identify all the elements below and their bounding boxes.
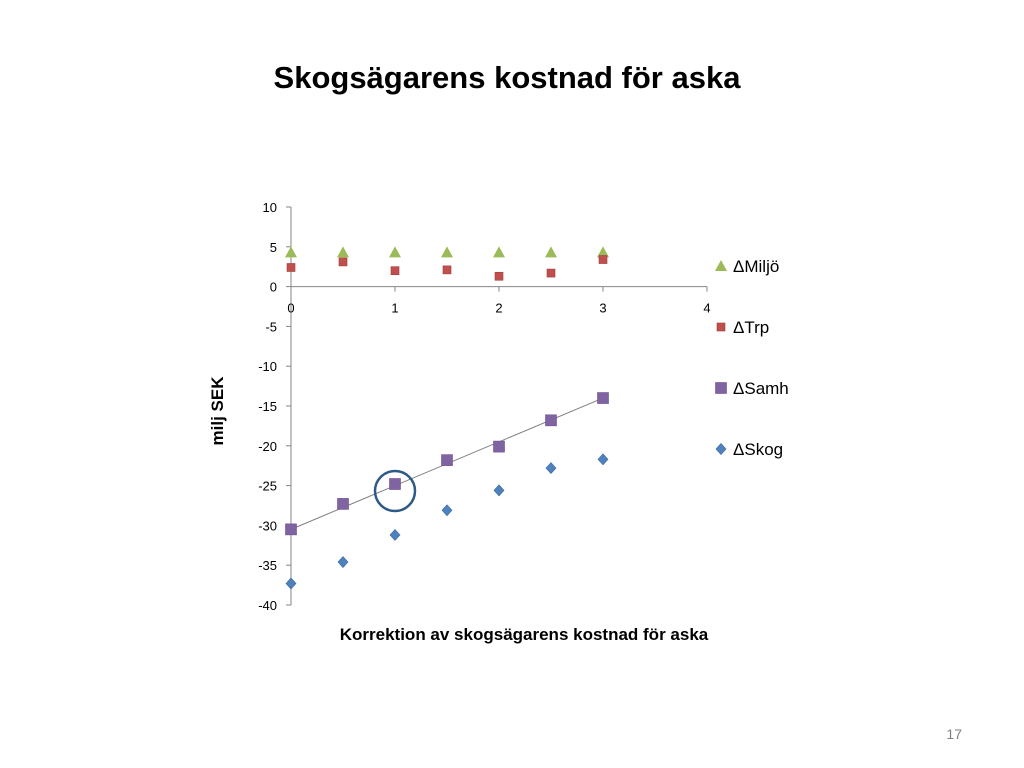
data-point — [441, 504, 453, 517]
y-tick-label: -20 — [258, 439, 277, 454]
y-tick-label: -25 — [258, 479, 277, 494]
data-point — [389, 478, 401, 490]
data-point — [441, 454, 453, 466]
data-point — [285, 246, 297, 258]
y-tick-label: -40 — [258, 598, 277, 613]
data-point — [494, 271, 504, 281]
data-point — [597, 392, 609, 404]
y-tick-label: 10 — [263, 200, 277, 215]
legend-label: ΔSamh — [733, 379, 789, 398]
x-tick-label: 0 — [287, 301, 294, 316]
legend-label: ΔSkog — [733, 440, 783, 459]
data-point — [441, 246, 453, 258]
y-tick-label: -35 — [258, 558, 277, 573]
y-axis-title: milj SEK — [208, 376, 227, 446]
data-point — [597, 453, 609, 466]
x-tick-label: 2 — [495, 301, 502, 316]
highlight-circle — [373, 469, 417, 513]
annotation-layer — [373, 469, 417, 513]
legend-marker — [716, 322, 726, 332]
slide-title: Skogsägarens kostnad för aska — [273, 60, 741, 95]
data-point — [493, 484, 505, 497]
y-tick-label: -10 — [258, 359, 277, 374]
data-point — [285, 577, 297, 590]
data-point — [597, 246, 609, 258]
data-point — [546, 268, 556, 278]
data-point — [598, 255, 608, 264]
data-points-layer — [285, 246, 609, 590]
data-point — [390, 266, 400, 275]
data-point — [493, 246, 505, 258]
data-point — [338, 257, 348, 267]
data-point — [389, 246, 401, 258]
chart-legend: ΔMiljö ΔTrp ΔSamh ΔSkog — [715, 257, 789, 459]
y-tick-label: 0 — [270, 280, 277, 295]
chart-axes: 10 5 0 -5 -10 -15 -20 -25 -30 -35 -40 0 1 2 3 4 — [258, 200, 710, 613]
x-tick-label: 1 — [391, 301, 398, 316]
x-tick-label: 4 — [703, 301, 710, 316]
data-point — [545, 246, 557, 258]
legend-label: ΔTrp — [733, 318, 769, 337]
data-point — [389, 529, 401, 541]
data-point — [285, 523, 297, 536]
legend-marker — [715, 382, 727, 394]
y-tick-label: -30 — [258, 518, 277, 533]
data-point — [337, 556, 349, 568]
y-tick-label: 5 — [270, 240, 277, 255]
data-point — [337, 246, 349, 258]
y-tick-label: -15 — [258, 399, 277, 414]
data-point — [493, 440, 505, 453]
data-point — [545, 462, 557, 475]
legend-marker — [715, 260, 727, 271]
page-number: 17 — [946, 726, 962, 742]
y-tick-label: -5 — [265, 319, 277, 334]
x-tick-label: 3 — [599, 301, 606, 316]
data-point — [545, 414, 557, 427]
data-point — [286, 263, 296, 272]
x-axis-title: Korrektion av skogsägarens kostnad för a… — [340, 625, 709, 644]
legend-marker — [715, 443, 727, 455]
legend-label: ΔMiljö — [733, 257, 779, 276]
data-point — [442, 265, 452, 275]
data-point — [337, 498, 349, 510]
